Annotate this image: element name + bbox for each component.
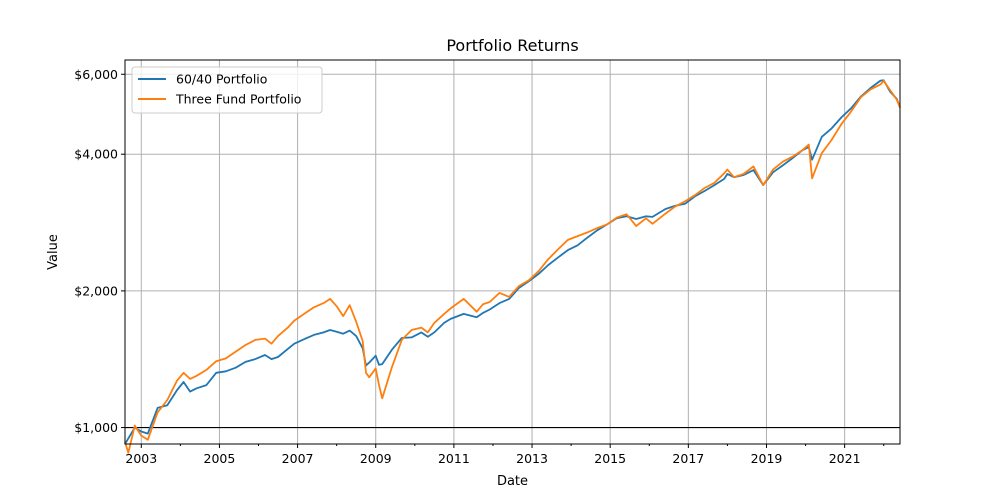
series-line-2 — [124, 80, 901, 454]
legend: 60/40 Portfolio Three Fund Portfolio — [131, 66, 323, 114]
y-tick-label: $4,000 — [74, 147, 118, 162]
y-axis-label: Value — [46, 234, 61, 270]
x-tick-label: 2013 — [516, 451, 548, 466]
x-axis: 2003 2005 2007 2009 2011 2013 2015 2017 2019 2021 — [125, 444, 885, 466]
legend-label-series-2: Three Fund Portfolio — [175, 92, 301, 107]
grid — [125, 60, 900, 444]
plot-lines — [124, 79, 901, 454]
legend-box — [131, 66, 323, 114]
x-axis-label: Date — [497, 474, 528, 489]
legend-label-series-1: 60/40 Portfolio — [176, 72, 267, 87]
x-tick-label: 2015 — [594, 451, 626, 466]
x-tick-label: 2005 — [204, 451, 236, 466]
series-line-1 — [124, 79, 901, 445]
x-tick-label: 2003 — [125, 451, 157, 466]
x-tick-label: 2021 — [829, 451, 861, 466]
y-tick-label: $1,000 — [74, 420, 118, 435]
y-tick-label: $2,000 — [74, 283, 118, 298]
plot-frame — [124, 59, 901, 445]
y-axis: $1,000 $2,000 $4,000 $6,000 — [74, 67, 125, 435]
y-tick-label: $6,000 — [74, 67, 118, 82]
x-tick-label: 2009 — [360, 451, 392, 466]
x-tick-label: 2011 — [438, 451, 470, 466]
x-tick-label: 2019 — [751, 451, 783, 466]
x-tick-label: 2017 — [672, 451, 704, 466]
x-tick-label: 2007 — [282, 451, 314, 466]
chart-title: Portfolio Returns — [446, 36, 578, 55]
